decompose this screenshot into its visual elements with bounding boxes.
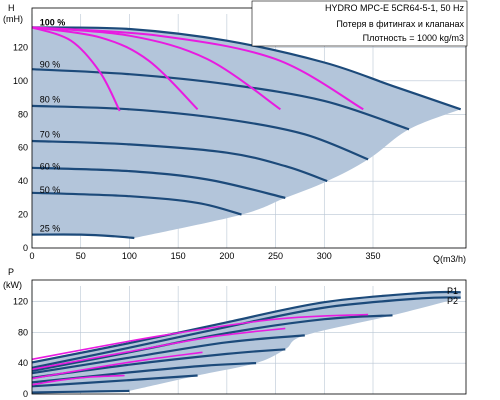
system-curve-4 xyxy=(31,26,364,111)
head-axis-unit: (mH) xyxy=(3,14,23,24)
head-plot-frame xyxy=(31,7,467,249)
series-label-p2: P2 xyxy=(447,296,458,306)
flow-axis-label: Q(m3/h) xyxy=(433,254,466,264)
speed-curve-50pct xyxy=(31,191,242,216)
speed-label: 90 % xyxy=(40,59,61,69)
speed-label: 25 % xyxy=(40,223,61,233)
head-tick-label: 0 xyxy=(23,243,28,253)
system-power-curve-2 xyxy=(31,351,203,380)
power-tick-label: 40 xyxy=(18,358,28,368)
speed-curve-80pct xyxy=(31,104,369,161)
power-curve-p1 xyxy=(31,290,461,364)
flow-tick-label: 300 xyxy=(317,251,332,261)
power-tick-label: 80 xyxy=(18,327,28,337)
power-operating-area xyxy=(32,291,461,394)
speed-curve-25pct xyxy=(31,233,135,240)
flow-tick-label: 200 xyxy=(219,251,234,261)
power-curve-3 xyxy=(31,314,393,372)
plot-frames xyxy=(31,7,467,395)
speed-label: 100 % xyxy=(40,18,66,28)
power-operating-region xyxy=(32,291,461,394)
head-tick-label: 80 xyxy=(18,109,28,119)
head-curves: 100 % 90 % 80 % 70 % 60 % 50 % 25 % xyxy=(31,18,462,240)
head-tick-label: 100 xyxy=(13,76,28,86)
head-axis-label: H xyxy=(8,3,15,13)
power-tick-label: 0 xyxy=(23,389,28,399)
power-axis-label: P xyxy=(8,267,14,277)
speed-label: 70 % xyxy=(40,130,61,140)
head-tick-label: 120 xyxy=(13,42,28,52)
density-note: Плотность = 1000 kg/m3 xyxy=(363,33,464,43)
fittings-loss-note: Потеря в фитингах и клапанах xyxy=(336,19,464,29)
speed-label: 50 % xyxy=(40,185,61,195)
head-tick-label: 20 xyxy=(18,210,28,220)
system-power-curve-1 xyxy=(31,374,125,386)
speed-curve-70pct xyxy=(31,139,328,183)
system-power-curve-4 xyxy=(31,313,369,361)
speed-label: 80 % xyxy=(40,95,61,105)
power-curve-8 xyxy=(31,389,130,394)
power-curve-7 xyxy=(31,374,198,388)
speed-curve-100pct xyxy=(31,26,462,111)
flow-tick-label: 100 xyxy=(122,251,137,261)
system-power-curve-3 xyxy=(31,327,286,371)
power-tick-label: 120 xyxy=(13,296,28,306)
speed-curve-60pct xyxy=(31,166,286,199)
speed-curve-90pct xyxy=(31,68,410,131)
head-ticks: 0 50 100 150 200 250 300 350 0 20 40 60 80 100 120 xyxy=(13,42,381,261)
system-curve-2 xyxy=(31,26,199,111)
flow-tick-label: 350 xyxy=(365,251,380,261)
head-tick-label: 40 xyxy=(18,176,28,186)
head-operating-area xyxy=(32,27,461,239)
power-plot-frame xyxy=(31,279,467,395)
power-curve-p2 xyxy=(31,296,461,369)
power-ticks: 0 40 80 120 xyxy=(13,296,28,399)
flow-tick-label: 50 xyxy=(76,251,86,261)
head-tick-label: 60 xyxy=(18,143,28,153)
system-curve-1 xyxy=(31,26,121,112)
power-curves xyxy=(31,290,461,394)
speed-label: 60 % xyxy=(40,161,61,171)
power-curve-4 xyxy=(31,334,305,375)
flow-tick-label: 250 xyxy=(268,251,283,261)
header-box xyxy=(251,0,468,47)
chart-title: HYDRO MPC-E 5CR64-5-1, 50 Hz xyxy=(325,3,465,13)
power-axis-unit: (kW) xyxy=(3,280,22,290)
flow-tick-label: 150 xyxy=(171,251,186,261)
head-operating-region xyxy=(32,27,461,239)
flow-tick-label: 0 xyxy=(29,251,34,261)
series-label-p1: P1 xyxy=(447,286,458,296)
